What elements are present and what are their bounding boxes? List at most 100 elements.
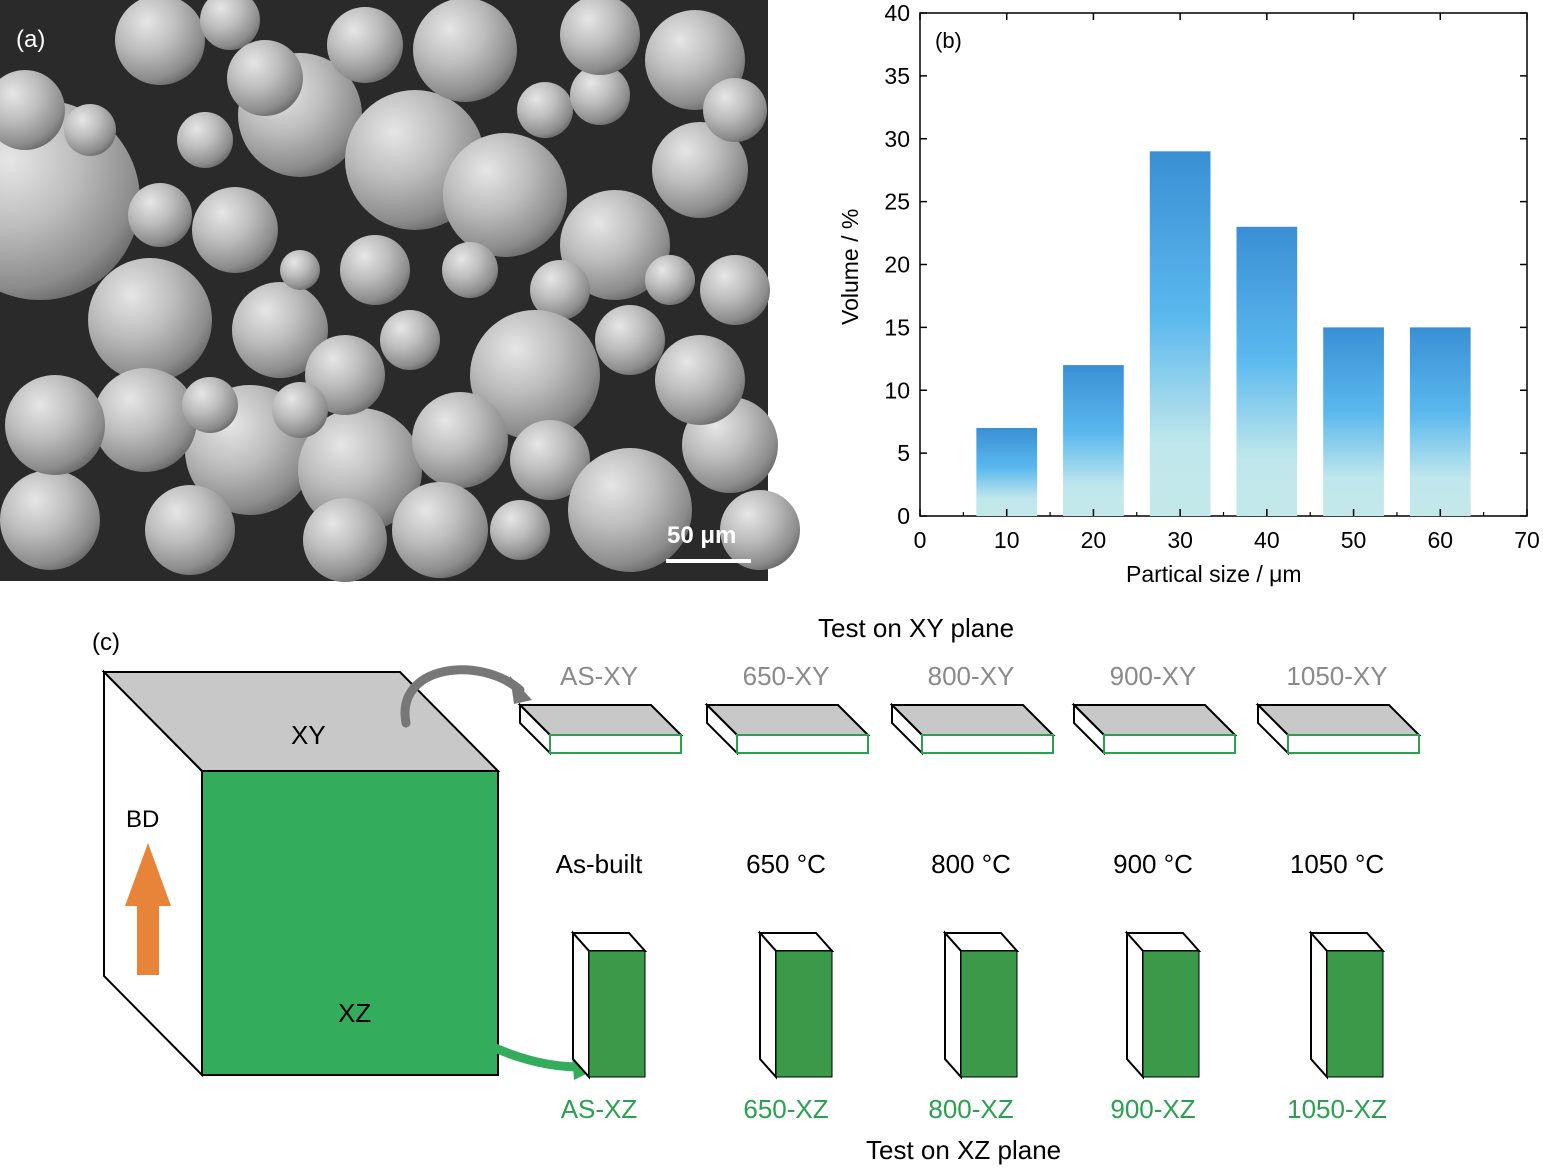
powder-particle [340, 235, 410, 305]
xz-sample-label: AS-XZ [560, 1094, 638, 1124]
powder-particle [93, 368, 197, 472]
y-tick-label: 40 [884, 0, 910, 26]
y-tick-label: 0 [897, 503, 910, 529]
y-tick-label: 15 [884, 314, 910, 340]
powder-particle [720, 490, 800, 570]
x-tick-label: 70 [1514, 527, 1540, 553]
powder-particle [177, 112, 233, 168]
x-tick-label: 30 [1167, 527, 1193, 553]
panel-a-label: (a) [16, 26, 46, 53]
panel-b-label: (b) [935, 28, 962, 53]
x-tick-label: 10 [994, 527, 1020, 553]
powder-particle [115, 0, 205, 85]
y-tick-label: 5 [897, 440, 910, 466]
bar-chart: 0 10 20 30 40 50 60 70 0 5 10 15 20 25 30 35 40 [884, 0, 1539, 553]
scale-bar-text: 50 μm [667, 522, 737, 549]
powder-particle [443, 133, 567, 257]
xy-plate-front [1103, 734, 1236, 754]
bar-30 [1149, 151, 1211, 516]
condition-label: 800 °C [931, 849, 1011, 879]
powder-particle [652, 122, 748, 218]
xy-plate-front [1287, 734, 1420, 754]
xz-block-front [588, 950, 646, 1078]
bar-40 [1236, 226, 1298, 516]
powder-particle [380, 310, 440, 370]
powder-particle [232, 282, 328, 378]
xy-plate-front [921, 734, 1054, 754]
xy-plane-title: Test on XY plane [818, 613, 1015, 643]
powder-particle [305, 335, 385, 415]
chart-ylabel: Volume / % [837, 208, 863, 325]
powder-particle [392, 482, 488, 578]
condition-label: 650 °C [746, 849, 826, 879]
x-tick-label: 0 [914, 527, 927, 553]
y-tick-label: 30 [884, 126, 910, 152]
xy-sample-label: 800-XY [927, 661, 1015, 691]
powder-particle [412, 392, 508, 488]
powder-particle [227, 40, 303, 116]
powder-particle [272, 382, 328, 438]
powder-particle [0, 70, 65, 150]
xz-sample-label: 1050-XZ [1287, 1094, 1387, 1124]
powder-particle [280, 250, 320, 290]
powder-particle [570, 65, 630, 125]
powder-particle [442, 242, 498, 298]
xz-block-front [960, 950, 1018, 1078]
powder-particle [298, 408, 422, 532]
powder-particle [560, 190, 670, 300]
xz-sample-label: 900-XZ [1110, 1094, 1196, 1124]
xz-plane-title: Test on XZ plane [866, 1135, 1062, 1165]
xz-face-label: XZ [338, 998, 372, 1028]
bar-60 [1409, 327, 1471, 516]
xz-block-side [572, 930, 590, 1080]
bar-50 [1323, 327, 1384, 516]
condition-label: 1050 °C [1289, 849, 1385, 879]
powder-particle [200, 0, 260, 50]
powder-particle [88, 258, 212, 382]
xy-arrow [400, 665, 525, 728]
powder-particle [595, 305, 665, 375]
y-tick-label: 35 [884, 63, 910, 89]
powder-particle [128, 183, 192, 247]
powder-particle [568, 448, 692, 572]
y-tick-label: 20 [884, 252, 910, 278]
powder-particle [655, 335, 745, 425]
xy-sample-label: 900-XY [1109, 661, 1197, 691]
xz-arrow [453, 1023, 590, 1072]
powder-particle [303, 498, 387, 582]
schematic [101, 665, 1422, 1080]
powder-particle [182, 377, 238, 433]
bd-arrow [125, 843, 171, 975]
bar-20 [1063, 365, 1124, 516]
bd-label: BD [126, 806, 160, 833]
y-tick-label: 25 [884, 189, 910, 215]
powder-particle [530, 260, 590, 320]
xz-sample-label: 650-XZ [743, 1094, 829, 1124]
powder-particle [192, 187, 278, 273]
xz-block-side [1310, 930, 1328, 1080]
block-front-face [201, 770, 499, 1076]
xy-plate-front [736, 734, 869, 754]
x-tick-label: 60 [1427, 527, 1453, 553]
powder-particle [490, 500, 550, 560]
sem-image [0, 0, 800, 582]
powder-particle [517, 82, 573, 138]
xz-block-side [944, 930, 962, 1080]
xz-block-front [1142, 950, 1200, 1078]
powder-particle [560, 0, 640, 75]
xy-sample-label: 650-XY [742, 661, 830, 691]
xz-block-side [759, 930, 777, 1080]
powder-particle [703, 78, 767, 142]
xy-plate-front [549, 734, 682, 754]
powder-particle [470, 310, 600, 440]
powder-particle [645, 255, 695, 305]
condition-label: 900 °C [1113, 849, 1193, 879]
xy-sample-label: 1050-XY [1286, 661, 1388, 691]
xy-face-label: XY [291, 720, 326, 750]
powder-particle [0, 470, 100, 570]
y-tick-label: 10 [884, 377, 910, 403]
x-tick-label: 40 [1254, 527, 1280, 553]
powder-particle [145, 485, 235, 575]
chart-xlabel: Partical size / μm [1126, 561, 1302, 587]
